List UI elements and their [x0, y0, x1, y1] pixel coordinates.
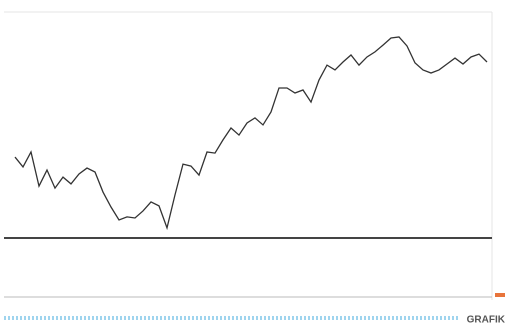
price-line: [14, 36, 488, 231]
price-marker: [495, 293, 505, 297]
brand: GRAFIK: [467, 315, 506, 326]
